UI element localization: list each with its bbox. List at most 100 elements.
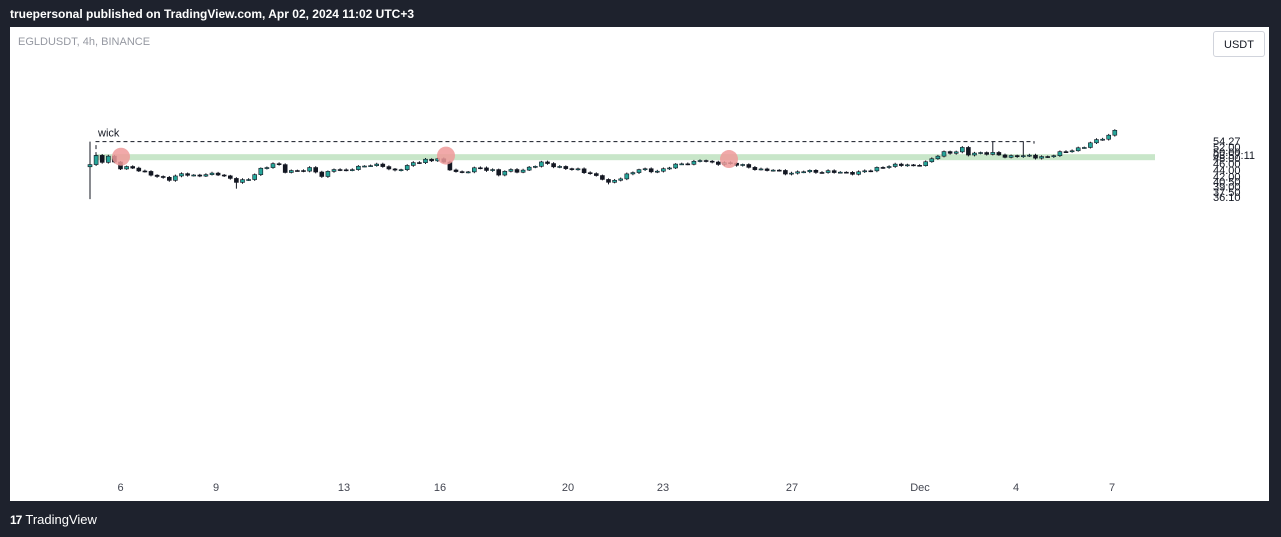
candle-down	[1014, 155, 1020, 157]
candle-down	[606, 179, 611, 183]
y-tick-label: 48.00	[1213, 153, 1241, 165]
brand-name: TradingView	[25, 512, 97, 527]
candle-down	[167, 177, 172, 181]
x-tick-label: Dec	[910, 482, 930, 494]
candle-up	[307, 167, 312, 172]
candle-up	[740, 164, 746, 166]
candle-up	[1088, 142, 1093, 148]
candle-down	[234, 178, 239, 183]
y-tick-label: 50.00	[1213, 147, 1241, 159]
candle-up	[929, 158, 935, 163]
candle-up	[618, 178, 624, 181]
candle-up	[368, 165, 373, 167]
candle-up	[892, 163, 898, 167]
candle-up	[642, 168, 648, 171]
candle-up	[679, 163, 685, 166]
candle-up	[770, 169, 776, 172]
touch-marker	[112, 147, 130, 166]
y-tick-label: 42.00	[1213, 171, 1241, 183]
candle-up	[654, 170, 660, 173]
candle-up	[636, 169, 642, 173]
candle-down	[569, 168, 575, 170]
wick-level-line	[95, 141, 1035, 157]
candle-up	[191, 174, 196, 177]
candle-up	[362, 165, 367, 168]
candle-down	[703, 160, 709, 162]
candle-down	[850, 172, 855, 175]
candle-down	[880, 167, 886, 169]
candle-up	[1082, 147, 1087, 149]
last-price-label: 54.27	[1213, 136, 1241, 148]
candle-down	[295, 170, 300, 172]
candle-down	[551, 163, 556, 168]
x-tick-label: 20	[562, 482, 574, 494]
candle-down	[844, 171, 849, 174]
candle-down	[154, 174, 160, 177]
candle-up	[825, 170, 831, 173]
y-tick-label: 44.00	[1213, 165, 1241, 177]
candle-down	[417, 162, 422, 164]
x-tick-label: 4	[1013, 482, 1019, 494]
wick-label: wick	[97, 128, 120, 140]
currency-button[interactable]: USDT	[1213, 31, 1265, 57]
candle-down	[600, 175, 605, 180]
x-tick-label: 23	[657, 482, 669, 494]
candle-down	[197, 174, 203, 177]
candle-up	[106, 155, 111, 163]
touch-marker	[437, 146, 455, 165]
x-tick-label: 9	[213, 482, 219, 494]
candle-down	[386, 166, 392, 170]
candle-down	[514, 169, 520, 173]
candle-up	[557, 166, 563, 168]
candle-down	[648, 168, 654, 173]
candle-up	[667, 167, 672, 170]
candle-down	[868, 170, 874, 173]
candle-up	[624, 173, 630, 180]
candle-up	[807, 169, 813, 173]
candle-down	[215, 172, 221, 176]
candle-up	[837, 171, 843, 174]
candle-up	[423, 158, 428, 164]
candle-down	[228, 175, 233, 179]
candle-down	[496, 169, 502, 176]
candle-up	[252, 174, 257, 180]
candle-up	[288, 170, 294, 173]
candle-down	[819, 172, 825, 174]
candle-down	[831, 170, 837, 173]
candle-down	[130, 166, 135, 169]
candle-up	[520, 169, 526, 173]
candle-down	[1045, 156, 1050, 158]
candle-up	[325, 171, 331, 177]
candle-up	[959, 147, 965, 153]
candle-down	[563, 166, 569, 169]
candle-up	[1094, 139, 1099, 144]
candle-up	[209, 172, 215, 175]
candle-down	[459, 171, 465, 173]
chart-pane[interactable]: wick 36.10 37.50 39.00 40.50 42.00 44.00 46.00 4…	[10, 27, 1269, 501]
candle-up	[801, 171, 807, 174]
candle-up	[1008, 155, 1014, 158]
candle-up	[935, 155, 941, 160]
candle-down	[593, 173, 599, 176]
candle-down	[783, 170, 788, 175]
candle-up	[331, 169, 337, 172]
tradingview-brand[interactable]: 17 TradingView	[10, 512, 97, 527]
candle-up	[575, 168, 581, 171]
candle-up	[1057, 151, 1063, 156]
candle-up	[1020, 155, 1026, 157]
symbol-label: EGLDUSDT, 4h, BINANCE	[18, 36, 151, 48]
y-tick-label: 40.50	[1213, 176, 1241, 188]
candle-down	[429, 158, 434, 162]
candle-up	[526, 166, 532, 171]
candle-up	[490, 169, 495, 171]
candle-down	[484, 167, 489, 171]
x-tick-label: 16	[434, 482, 446, 494]
candle-down	[282, 164, 288, 173]
candlestick-chart[interactable]: wick36.1037.5039.0040.5042.0044.0046.004…	[10, 27, 1269, 501]
candle-up	[410, 162, 416, 166]
candle-up	[661, 168, 666, 172]
candle-up	[1112, 129, 1118, 136]
candle-down	[99, 155, 105, 163]
candle-up	[697, 160, 703, 162]
candle-up	[374, 163, 380, 166]
